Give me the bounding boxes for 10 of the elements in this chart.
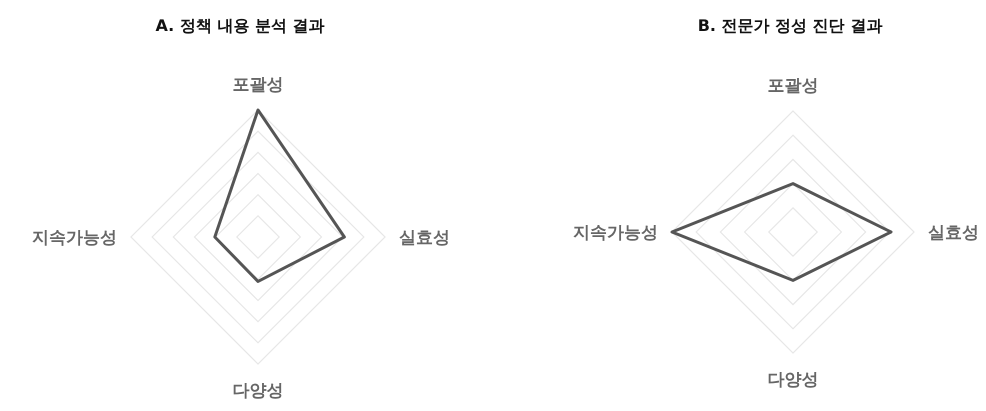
spoke-label: 지속가능성: [32, 228, 117, 248]
chart-title: B. 전문가 정성 진단 결과: [698, 16, 882, 35]
spoke-label: 다양성: [768, 370, 818, 390]
chart-title: A. 정책 내용 분석 결과: [155, 16, 325, 35]
spoke-label: 지속가능성: [573, 223, 658, 243]
spoke-label: 실효성: [928, 223, 979, 243]
spoke-label: 실효성: [399, 228, 450, 248]
spoke-label: 포괄성: [232, 75, 284, 95]
spoke-label: 포괄성: [768, 76, 818, 96]
spoke-label: 다양성: [232, 381, 284, 401]
